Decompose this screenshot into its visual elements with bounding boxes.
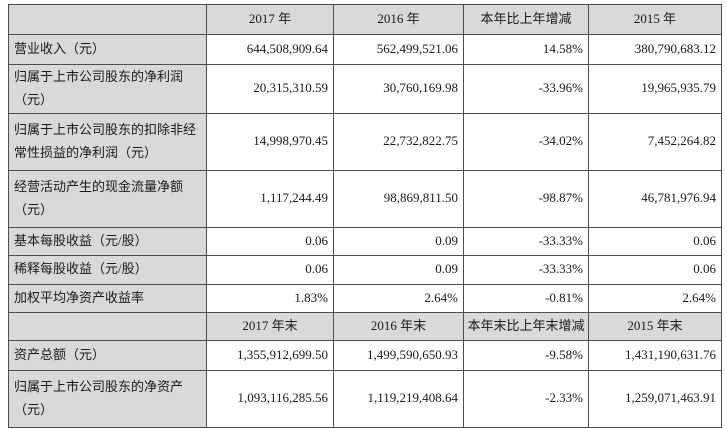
- table-row-net-assets: 归属于上市公司股东的净资产（元） 1,093,116,285.56 1,119,…: [8, 369, 722, 428]
- cell-change: -9.58%: [463, 339, 589, 371]
- row-label: 加权平均净资产收益率: [8, 283, 207, 313]
- cell-change: -33.33%: [463, 226, 589, 256]
- table-row-net-profit: 归属于上市公司股东的净利润（元） 20,315,310.59 30,760,16…: [8, 64, 722, 114]
- row-label: 基本每股收益（元/股）: [8, 226, 207, 256]
- table-row-weighted-roe: 加权平均净资产收益率 1.83% 2.64% -0.81% 2.64%: [8, 283, 722, 313]
- cell-2016: 98,869,811.50: [333, 169, 464, 228]
- col-header-2015: 2015 年: [588, 4, 722, 35]
- cell-change: -98.87%: [463, 169, 589, 228]
- cell-2017: 644,508,909.64: [206, 34, 334, 65]
- cell-2015: 2.64%: [588, 283, 722, 313]
- table-row-total-assets: 资产总额（元） 1,355,912,699.50 1,499,590,650.9…: [8, 339, 722, 371]
- annual-header-row: 2017 年 2016 年 本年比上年增减 2015 年: [8, 4, 722, 35]
- cell-2016: 1,119,219,408.64: [333, 369, 464, 428]
- cell-change: 14.58%: [463, 34, 589, 65]
- cell-2017: 20,315,310.59: [206, 64, 334, 114]
- col-header-2017-eoy: 2017 年末: [206, 311, 334, 341]
- table-row-revenue: 营业收入（元） 644,508,909.64 562,499,521.06 14…: [8, 34, 722, 65]
- cell-2015: 0.06: [588, 226, 722, 256]
- row-label: 归属于上市公司股东的扣除非经常性损益的净利润（元）: [8, 112, 207, 171]
- cell-2017: 1,117,244.49: [206, 169, 334, 228]
- cell-2016: 30,760,169.98: [333, 64, 464, 114]
- cell-2015: 7,452,264.82: [588, 112, 722, 171]
- table-row-basic-eps: 基本每股收益（元/股） 0.06 0.09 -33.33% 0.06: [8, 226, 722, 256]
- cell-2015: 19,965,935.79: [588, 64, 722, 114]
- cell-2015: 46,781,976.94: [588, 169, 722, 228]
- col-header-2017: 2017 年: [206, 4, 334, 35]
- row-label: 营业收入（元）: [8, 34, 207, 65]
- cell-2015: 1,431,190,631.76: [588, 339, 722, 371]
- cell-2015: 380,790,683.12: [588, 34, 722, 65]
- col-header-2016-eoy: 2016 年末: [333, 311, 464, 341]
- table-row-diluted-eps: 稀释每股收益（元/股） 0.06 0.09 -33.33% 0.06: [8, 254, 722, 285]
- cell-2017: 14,998,970.45: [206, 112, 334, 171]
- row-label: 稀释每股收益（元/股）: [8, 254, 207, 285]
- cell-2016: 562,499,521.06: [333, 34, 464, 65]
- cell-2016: 1,499,590,650.93: [333, 339, 464, 371]
- cell-change: -2.33%: [463, 369, 589, 428]
- cell-2016: 22,732,822.75: [333, 112, 464, 171]
- cell-2017: 1.83%: [206, 283, 334, 313]
- cell-2016: 2.64%: [333, 283, 464, 313]
- cell-2017: 1,355,912,699.50: [206, 339, 334, 371]
- table-row-deducted-net-profit: 归属于上市公司股东的扣除非经常性损益的净利润（元） 14,998,970.45 …: [8, 112, 722, 171]
- cell-2017: 0.06: [206, 254, 334, 285]
- cell-2015: 1,259,071,463.91: [588, 369, 722, 428]
- cell-2016: 0.09: [333, 254, 464, 285]
- cell-change: -33.33%: [463, 254, 589, 285]
- financial-summary-table: 2017 年 2016 年 本年比上年增减 2015 年 营业收入（元） 644…: [8, 4, 722, 428]
- col-header-2015-eoy: 2015 年末: [588, 311, 722, 341]
- corner-cell-blank: [8, 311, 207, 341]
- eoy-header-row: 2017 年末 2016 年末 本年末比上年末增减 2015 年末: [8, 311, 722, 341]
- cell-change: -33.96%: [463, 64, 589, 114]
- corner-cell-blank: [8, 4, 207, 35]
- cell-2017: 1,093,116,285.56: [206, 369, 334, 428]
- col-header-yoy-change: 本年比上年增减: [463, 4, 589, 35]
- cell-2016: 0.09: [333, 226, 464, 256]
- col-header-eoy-change: 本年末比上年末增减: [463, 311, 589, 341]
- cell-change: -34.02%: [463, 112, 589, 171]
- row-label: 归属于上市公司股东的净资产（元）: [8, 369, 207, 428]
- row-label: 归属于上市公司股东的净利润（元）: [8, 64, 207, 114]
- cell-2017: 0.06: [206, 226, 334, 256]
- cell-2015: 0.06: [588, 254, 722, 285]
- row-label: 资产总额（元）: [8, 339, 207, 371]
- table-row-operating-cash-flow: 经营活动产生的现金流量净额（元） 1,117,244.49 98,869,811…: [8, 169, 722, 228]
- row-label: 经营活动产生的现金流量净额（元）: [8, 169, 207, 228]
- cell-change: -0.81%: [463, 283, 589, 313]
- col-header-2016: 2016 年: [333, 4, 464, 35]
